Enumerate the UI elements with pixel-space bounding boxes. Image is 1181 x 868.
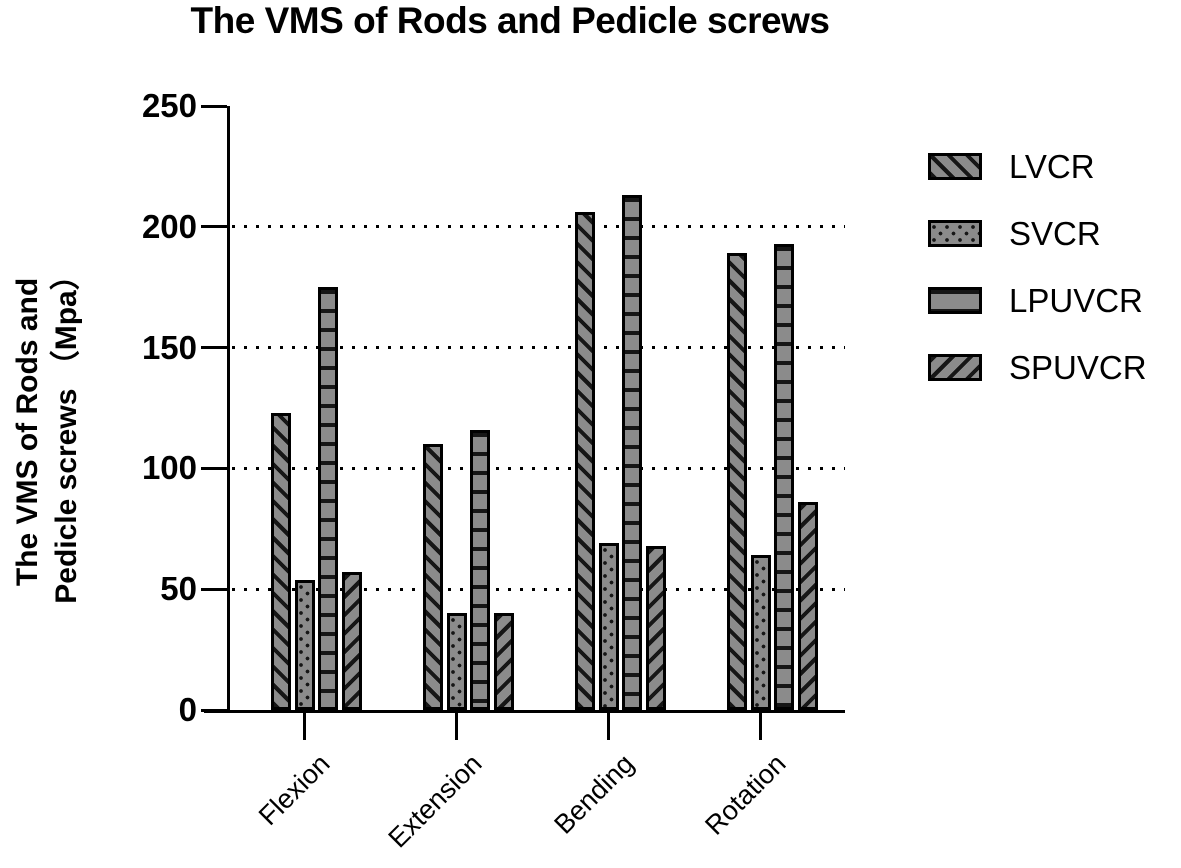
bar-flexion-spuvcr [341,572,362,710]
legend-swatch-lpuvcr-pattern-icon [928,287,982,314]
gridline-200 [232,225,845,229]
bar-bending-lvcr [575,212,595,710]
x-axis-line [204,710,845,713]
bar-rotation-svcr [750,555,771,710]
y-tick-0 [201,708,227,712]
x-category-label-rotation: Rotation [698,748,792,841]
x-tick-flexion [303,713,306,740]
legend-swatch-lvcr-pattern-icon [928,153,982,180]
x-tick-rotation [759,713,762,740]
bar-extension-spuvcr [493,613,514,710]
y-tick-label-150: 150 [141,328,197,366]
y-tick-label-200: 200 [141,207,197,245]
legend-swatch-svcr-pattern-icon [928,220,982,247]
gridline-100 [232,466,845,470]
x-category-label-flexion: Flexion [252,748,336,832]
x-category-label-extension: Extension [382,748,488,854]
legend-label-lpuvcr: LPUVCR [1009,282,1143,319]
y-tick-50 [201,587,227,591]
bar-bending-lpuvcr [622,195,642,710]
bar-extension-svcr [446,613,467,710]
legend-entry-svcr: SVCR [928,215,1147,252]
x-tick-bending [607,713,610,740]
bar-extension-lvcr [423,444,443,710]
y-tick-label-0: 0 [178,691,197,728]
legend-label-spuvcr: SPUVCR [1009,349,1147,386]
legend-label-svcr: SVCR [1009,215,1101,252]
legend: LVCR SVCR LPUVCR SPUVCR [928,148,1147,421]
y-tick-label-100: 100 [141,449,197,487]
bar-bending-spuvcr [645,545,666,710]
bar-bending-svcr [598,543,619,710]
legend-entry-lvcr: LVCR [928,148,1147,185]
y-tick-label-50: 50 [160,570,197,608]
x-category-label-bending: Bending [547,748,640,840]
bar-extension-lpuvcr [470,429,490,710]
bar-rotation-lpuvcr [774,243,794,710]
bar-flexion-svcr [294,579,315,710]
bar-rotation-spuvcr [797,502,818,710]
bar-rotation-lvcr [727,253,747,710]
y-tick-100 [201,466,227,470]
y-tick-label-250: 250 [141,87,197,124]
y-tick-250 [201,104,227,108]
y-tick-200 [201,225,227,229]
gridline-150 [232,346,845,350]
y-axis-line [227,106,230,713]
legend-entry-spuvcr: SPUVCR [928,349,1147,386]
gridline-50 [232,587,845,591]
legend-entry-lpuvcr: LPUVCR [928,282,1147,319]
x-tick-extension [455,713,458,740]
legend-swatch-spuvcr-pattern-icon [928,354,982,381]
chart-title: The VMS of Rods and Pedicle screws [190,0,830,41]
y-tick-150 [201,346,227,350]
bar-flexion-lpuvcr [318,287,338,710]
legend-label-lvcr: LVCR [1009,148,1095,185]
bar-flexion-lvcr [271,412,291,710]
